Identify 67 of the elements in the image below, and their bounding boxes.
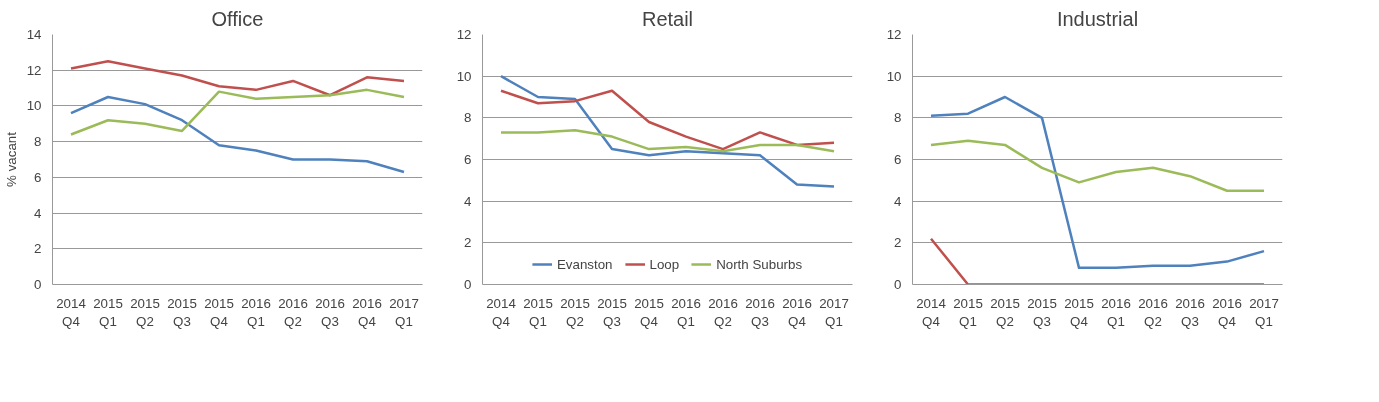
x-tick-label: 2016 Q1 (241, 295, 271, 329)
x-tick-label: 2016 Q1 (671, 295, 701, 329)
x-tick-label: 2016 Q2 (278, 295, 308, 329)
x-tick-label: 2014 Q4 (56, 295, 87, 329)
y-axis-title: % vacant (3, 131, 19, 187)
x-tick-label: 2016 Q2 (1138, 295, 1168, 329)
y-tick-label: 8 (894, 110, 902, 126)
y-tick-label: 10 (456, 68, 472, 84)
x-tick-label: 2016 Q3 (315, 295, 345, 329)
line-series (499, 89, 836, 151)
x-tick-label: 2017 Q1 (389, 295, 419, 329)
line-series (69, 88, 406, 136)
y-tick-label: 12 (26, 62, 42, 78)
chart-title: Industrial (1056, 7, 1139, 30)
y-tick-label: 12 (886, 27, 902, 42)
y-tick-label: 6 (464, 152, 472, 167)
y-tick-label: 2 (34, 241, 42, 257)
y-tick-label: 8 (34, 134, 42, 150)
y-tick-label: 14 (26, 27, 43, 42)
line-series (69, 95, 406, 174)
y-tick-label: 6 (34, 169, 42, 185)
y-tick-label: 4 (894, 193, 903, 209)
y-tick-label: 0 (894, 277, 902, 292)
legend-label: North Suburbs (716, 256, 803, 272)
x-tick-label: 2014 Q4 (486, 295, 517, 329)
x-tick-label: 2016 Q3 (1175, 295, 1205, 329)
x-tick-label: 2015 Q2 (990, 295, 1020, 329)
line-series (929, 139, 1266, 192)
x-tick-label: 2016 Q4 (352, 295, 382, 329)
y-tick-label: 6 (894, 152, 902, 167)
line-series (929, 95, 1266, 270)
x-tick-label: 2015 Q4 (634, 295, 664, 329)
y-tick-label: 10 (26, 98, 42, 114)
x-tick-label: 2016 Q3 (745, 295, 775, 329)
x-tick-label: 2015 Q2 (130, 295, 160, 329)
chart-title: Office (211, 7, 264, 30)
x-tick-label: 2017 Q1 (819, 295, 849, 329)
x-tick-label: 2017 Q1 (1249, 295, 1279, 329)
legend-label: Evanston (556, 256, 613, 272)
y-tick-label: 8 (464, 110, 472, 126)
x-tick-label: 2016 Q2 (708, 295, 738, 329)
chart-title: Retail (641, 7, 694, 30)
y-tick-label: 10 (886, 68, 902, 84)
line-series (69, 60, 406, 97)
x-tick-label: 2015 Q3 (167, 295, 197, 329)
x-tick-label: 2015 Q2 (560, 295, 590, 329)
x-tick-label: 2015 Q1 (523, 295, 553, 329)
y-tick-label: 2 (464, 235, 472, 251)
y-tick-label: 12 (456, 27, 472, 42)
x-tick-label: 2015 Q3 (1027, 295, 1057, 329)
x-tick-label: 2015 Q1 (93, 295, 123, 329)
x-tick-label: 2016 Q4 (782, 295, 812, 329)
line-series (499, 74, 836, 188)
x-tick-label: 2015 Q4 (204, 295, 234, 329)
x-tick-label: 2015 Q1 (953, 295, 983, 329)
legend-label: Loop (649, 256, 680, 272)
x-tick-label: 2016 Q4 (1212, 295, 1242, 329)
x-tick-label: 2015 Q4 (1064, 295, 1094, 329)
y-tick-label: 2 (894, 235, 902, 251)
x-tick-label: 2014 Q4 (916, 295, 947, 329)
x-tick-label: 2015 Q3 (597, 295, 627, 329)
line-series (499, 129, 836, 153)
y-tick-label: 0 (34, 277, 42, 292)
x-tick-label: 2016 Q1 (1101, 295, 1131, 329)
y-tick-label: 4 (464, 193, 473, 209)
y-tick-label: 4 (34, 205, 43, 221)
y-tick-label: 0 (464, 277, 472, 292)
